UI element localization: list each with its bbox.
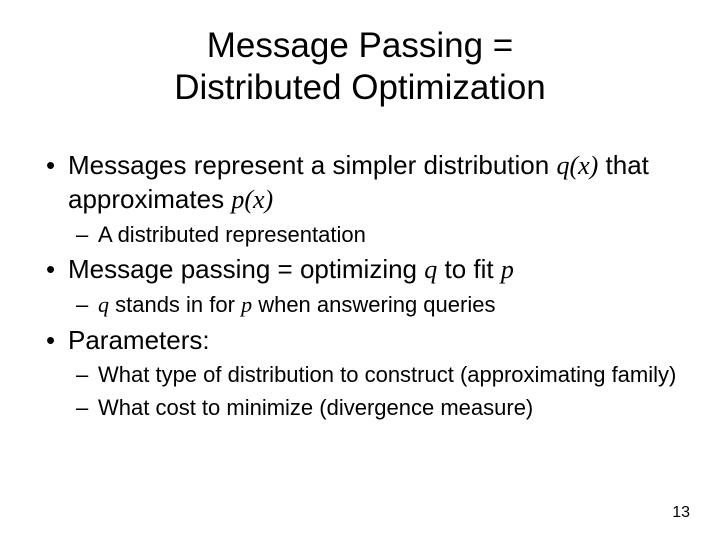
- page-number: 13: [672, 504, 690, 522]
- bullet-3-sub-2: What cost to minimize (divergence measur…: [68, 394, 680, 423]
- math-q: q: [424, 255, 437, 284]
- bullet-2-text-a: Message passing = optimizing: [68, 254, 424, 284]
- bullet-2: Message passing = optimizing q to fit p …: [40, 253, 680, 319]
- slide: Message Passing = Distributed Optimizati…: [0, 0, 720, 540]
- bullet-2-sub-1-suffix: when answering queries: [252, 292, 495, 317]
- bullet-list: Messages represent a simpler distributio…: [40, 149, 680, 423]
- bullet-3-sub-1: What type of distribution to construct (…: [68, 361, 680, 390]
- bullet-3-text: Parameters:: [68, 325, 210, 355]
- bullet-1-sub-1: A distributed representation: [68, 221, 680, 250]
- math-p: p: [501, 255, 514, 284]
- bullet-2-sublist: q stands in for p when answering queries: [68, 291, 680, 320]
- bullet-3: Parameters: What type of distribution to…: [40, 324, 680, 423]
- bullet-2-text-b: to fit: [437, 254, 501, 284]
- bullet-1-text-a: Messages represent a simpler distributio…: [68, 150, 556, 180]
- title-line-2: Distributed Optimization: [174, 68, 546, 107]
- bullet-3-sublist: What type of distribution to construct (…: [68, 361, 680, 422]
- math-q2: q: [98, 292, 109, 317]
- math-qx: q(x): [556, 151, 598, 180]
- bullet-1-sublist: A distributed representation: [68, 221, 680, 250]
- bullet-2-sub-1: q stands in for p when answering queries: [68, 291, 680, 320]
- bullet-1: Messages represent a simpler distributio…: [40, 149, 680, 249]
- bullet-2-sub-1-mid: stands in for: [109, 292, 241, 317]
- slide-title: Message Passing = Distributed Optimizati…: [40, 25, 680, 109]
- math-p2: p: [241, 292, 252, 317]
- math-px: p(x): [231, 185, 273, 214]
- title-line-1: Message Passing =: [207, 26, 513, 65]
